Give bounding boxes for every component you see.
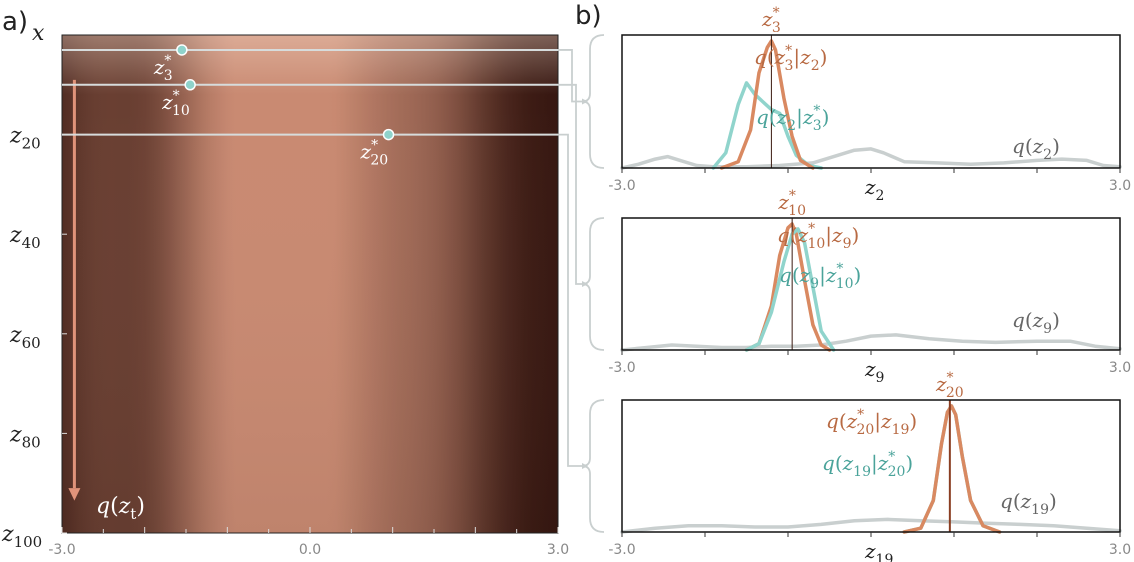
x-tick-label: -3.0 xyxy=(608,178,635,194)
time-arrowhead xyxy=(68,488,81,501)
connector-marker-z10 xyxy=(558,83,582,285)
x-tick-label: 3.0 xyxy=(1109,178,1131,194)
star-title-label: z*10​ xyxy=(777,188,806,219)
marker-z3-label: z*3​ xyxy=(153,53,173,84)
subplot-b-bottom: -3.0 3.0 z*20​ z19​ q(z*20​|z19​) q(z19​|z*20… xyxy=(581,370,1131,562)
connector-marker-z3 xyxy=(558,49,582,103)
series-curve-q(z9|z10*) xyxy=(744,227,836,352)
x-axis-label: z2​ xyxy=(864,175,884,204)
y-tick-label: z80​ xyxy=(9,422,41,451)
series-label-gray: q(z19​) xyxy=(1000,489,1057,518)
series-label-gray: q(z2​) xyxy=(1012,134,1060,163)
series-curve-q(z20*|z19) xyxy=(902,404,1002,534)
marker-z10-label: z*10​ xyxy=(161,88,190,119)
series-label-teal: q(z2​|z*3​) xyxy=(756,103,829,134)
subplot-b-middle: -3.0 3.0 z*10​ z9​ q(z*10​|z9​) q(z9​|z*10​) q… xyxy=(581,188,1131,386)
series-label-teal: q(z9​|z*10​) xyxy=(779,261,861,292)
heatmap-shading xyxy=(62,35,558,533)
x-tick-label: 3.0 xyxy=(1109,360,1131,376)
x-tick-label: -3.0 xyxy=(48,542,75,558)
series-label-teal: q(z19​|z*20​) xyxy=(822,449,913,480)
panel-b-plots: -3.0 3.0 z*3​ z2​ q(z*3​|z2​) q(z2​|z*3​) q(z2… xyxy=(581,5,1131,562)
star-title-label: z*20​ xyxy=(935,370,964,401)
series-label-red: q(z*3​|z2​) xyxy=(754,43,827,74)
y-tick-label: z60​ xyxy=(9,323,41,352)
marker-z3 xyxy=(176,44,188,56)
series-curve-q(z19) xyxy=(620,517,1122,534)
x-tick-label: 3.0 xyxy=(547,542,569,558)
y-tick-label: z40​ xyxy=(9,223,41,252)
x-tick-label: 0.0 xyxy=(299,542,321,558)
connector-marker-z20 xyxy=(558,133,582,467)
panel-b-letter: b) xyxy=(575,1,602,31)
series-label-gray: q(z9​) xyxy=(1012,308,1060,337)
series-curve-q(z2) xyxy=(620,147,1122,170)
series-curve-q(z9) xyxy=(620,333,1122,352)
connector-arrow xyxy=(582,463,588,469)
y-axis-var-label: x xyxy=(32,21,45,46)
x-axis-label: z19​ xyxy=(864,539,893,562)
star-title-label: z*3​ xyxy=(761,5,781,36)
panel-a-heatmap: -3.0 0.0 3.0 x z20​ z40​ z60​ z80​ z100​ q(zt​) z*… xyxy=(1,21,569,558)
panel-a-letter: a) xyxy=(2,7,28,37)
x-axis-label: z9​ xyxy=(864,357,884,386)
x-tick-label: 3.0 xyxy=(1109,542,1131,558)
marker-z10 xyxy=(184,79,196,91)
series-label-red: q(z*20​|z19​) xyxy=(826,407,917,438)
connector-arrow xyxy=(582,281,588,287)
x-tick-label: -3.0 xyxy=(608,360,635,376)
y-tick-label: z20​ xyxy=(9,124,41,153)
series-label-red: q(z*10​|z9​) xyxy=(777,221,859,252)
x-tick-label: -3.0 xyxy=(608,542,635,558)
marker-z20 xyxy=(382,128,395,141)
y-tick-label: z100​ xyxy=(1,522,42,551)
connector-lines xyxy=(558,49,588,469)
subplot-b-top: -3.0 3.0 z*3​ z2​ q(z*3​|z2​) q(z2​|z*3​) q(z2… xyxy=(581,5,1131,204)
connector-arrow xyxy=(582,98,588,105)
arrow-label: q(zt​) xyxy=(96,494,145,523)
marker-z20-label: z*20​ xyxy=(360,138,389,169)
series-curve-q(z19|z20*) xyxy=(902,404,1002,534)
